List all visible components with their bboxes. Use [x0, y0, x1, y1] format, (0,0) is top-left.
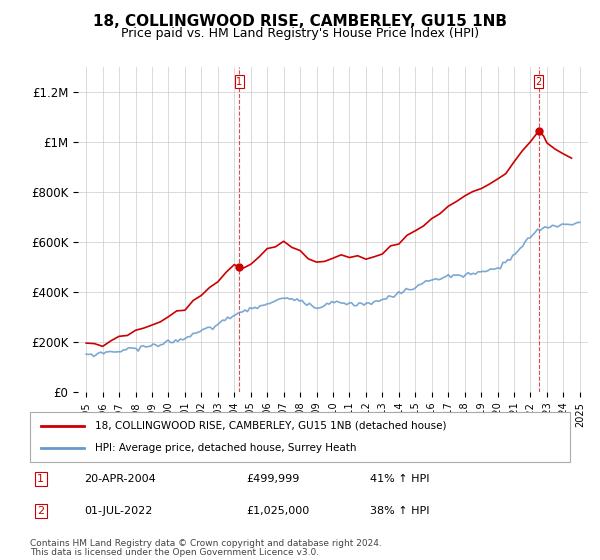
Text: 2: 2 — [37, 506, 44, 516]
Text: 2: 2 — [536, 77, 542, 87]
Text: 18, COLLINGWOOD RISE, CAMBERLEY, GU15 1NB: 18, COLLINGWOOD RISE, CAMBERLEY, GU15 1N… — [93, 14, 507, 29]
Text: This data is licensed under the Open Government Licence v3.0.: This data is licensed under the Open Gov… — [30, 548, 319, 557]
Text: 41% ↑ HPI: 41% ↑ HPI — [370, 474, 430, 484]
Text: 38% ↑ HPI: 38% ↑ HPI — [370, 506, 430, 516]
Text: 1: 1 — [37, 474, 44, 484]
Text: 20-APR-2004: 20-APR-2004 — [84, 474, 156, 484]
Text: HPI: Average price, detached house, Surrey Heath: HPI: Average price, detached house, Surr… — [95, 443, 356, 453]
FancyBboxPatch shape — [30, 412, 570, 462]
Text: Contains HM Land Registry data © Crown copyright and database right 2024.: Contains HM Land Registry data © Crown c… — [30, 539, 382, 548]
Text: 01-JUL-2022: 01-JUL-2022 — [84, 506, 152, 516]
Text: 1: 1 — [236, 77, 242, 87]
Text: Price paid vs. HM Land Registry's House Price Index (HPI): Price paid vs. HM Land Registry's House … — [121, 27, 479, 40]
Text: 18, COLLINGWOOD RISE, CAMBERLEY, GU15 1NB (detached house): 18, COLLINGWOOD RISE, CAMBERLEY, GU15 1N… — [95, 421, 446, 431]
Text: £1,025,000: £1,025,000 — [246, 506, 309, 516]
Text: £499,999: £499,999 — [246, 474, 299, 484]
